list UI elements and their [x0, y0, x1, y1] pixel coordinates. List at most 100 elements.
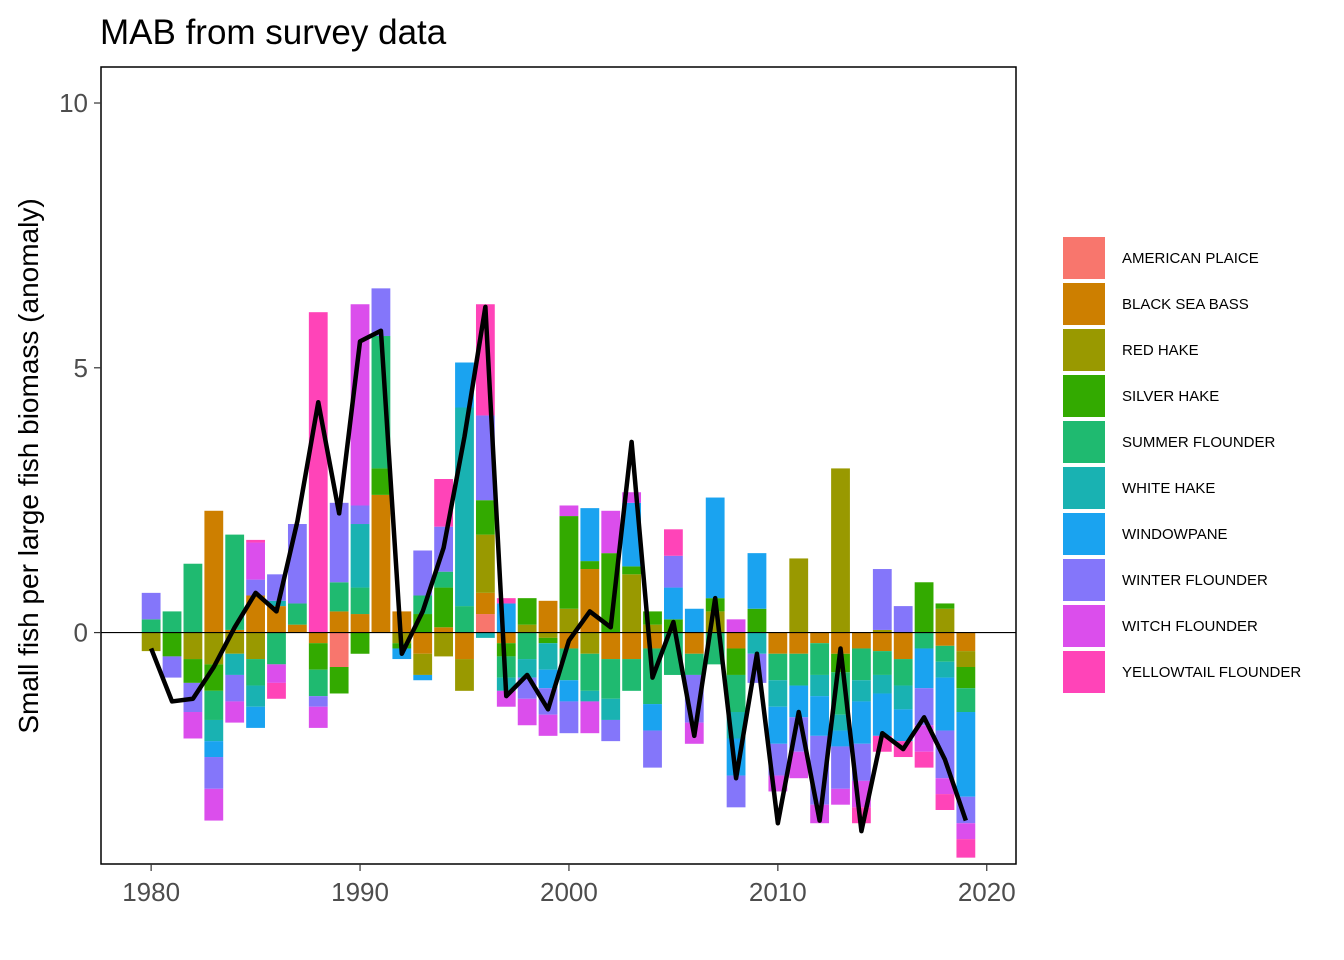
bar-segment: [141, 619, 161, 633]
bar-segment: [601, 698, 621, 720]
bar-segment: [852, 648, 871, 681]
bar-segment: [726, 674, 746, 713]
bar-segment: [935, 632, 955, 646]
bar-segment: [935, 730, 955, 779]
bar-segment: [831, 788, 850, 805]
legend-label: WINDOWPANE: [1122, 526, 1228, 543]
bar-segment: [580, 701, 600, 734]
legend-label: WINTER FLOUNDER: [1122, 572, 1268, 589]
x-axis: 1980 1990 2000 2010 2020: [122, 864, 1016, 907]
bar-segment: [768, 706, 788, 744]
legend-label: RED HAKE: [1122, 342, 1199, 359]
bar-segment: [580, 690, 600, 702]
bar-segment: [768, 680, 788, 707]
bar-segment: [872, 674, 892, 694]
bar-segment: [204, 632, 224, 665]
bar-segment: [559, 505, 579, 517]
bar-segment: [204, 719, 224, 742]
bar-segment: [559, 701, 579, 734]
bar-segment: [371, 468, 391, 495]
legend-key: [1063, 651, 1105, 693]
bar-segment: [831, 632, 850, 654]
legend-label: YELLOWTAIL FLOUNDER: [1122, 664, 1301, 681]
legend-label: WITCH FLOUNDER: [1122, 618, 1258, 635]
bar-segment: [475, 632, 495, 638]
bar-segment: [225, 674, 245, 702]
bar-segment: [225, 701, 245, 723]
bar-segment: [580, 508, 600, 562]
bar-segment: [413, 632, 433, 654]
bar-segment: [496, 690, 516, 707]
bar-segment: [329, 632, 349, 667]
bar-segment: [455, 659, 474, 691]
bar-segment: [246, 632, 265, 660]
bar-segment: [413, 674, 433, 681]
bar-segment: [162, 632, 182, 657]
legend-key: [1063, 329, 1105, 371]
x-tick-label: 2000: [540, 877, 598, 907]
bar-segment: [225, 653, 245, 675]
bar-segment: [601, 632, 621, 660]
bar-segment: [684, 608, 704, 633]
y-tick-label: 0: [74, 618, 88, 648]
bar-segment: [935, 645, 955, 662]
legend: AMERICAN PLAICE BLACK SEA BASS RED HAKE SIL…: [1063, 237, 1301, 693]
bar-segment: [935, 608, 955, 633]
bar-segment: [434, 571, 453, 588]
bar-segment: [350, 614, 370, 633]
x-tick-label: 2010: [749, 877, 807, 907]
bar-segment: [956, 667, 976, 689]
bar-segment: [580, 653, 600, 691]
bar-segment: [831, 468, 850, 633]
bar-segment: [726, 619, 746, 633]
bar-segment: [789, 632, 809, 654]
bar-segment: [872, 629, 892, 633]
bar-segment: [914, 751, 934, 768]
bar-segment: [831, 714, 850, 731]
bar-segment: [684, 653, 704, 675]
bar-segment: [893, 709, 913, 742]
bar-segment: [789, 653, 809, 686]
bar-segment: [789, 558, 809, 633]
bar-segment: [246, 659, 265, 686]
bar-segment: [267, 606, 286, 633]
bar-segment: [162, 611, 182, 633]
legend-key: [1063, 559, 1105, 601]
bar-segment: [747, 553, 767, 609]
bar-segment: [308, 669, 328, 697]
bar-segment: [246, 542, 265, 580]
bar-segment: [475, 592, 495, 615]
bar-segment: [204, 510, 224, 633]
bar-segment: [935, 661, 955, 678]
bar-segment: [267, 664, 286, 683]
bar-segment: [935, 677, 955, 731]
bar-segment: [643, 704, 662, 731]
bar-segment: [956, 688, 976, 713]
bar-segment: [350, 524, 370, 588]
bar-segment: [538, 637, 558, 644]
bar-segment: [601, 659, 621, 699]
bar-segment: [308, 312, 328, 633]
bar-segment: [810, 674, 830, 697]
bar-segment: [183, 632, 203, 660]
bar-segment: [455, 606, 474, 633]
bar-segment: [914, 632, 934, 649]
bar-segment: [559, 516, 579, 609]
legend-key: [1063, 237, 1105, 279]
bar-segment: [517, 598, 537, 625]
bar-segment: [267, 682, 286, 699]
bar-segment: [643, 730, 662, 768]
bar-segment: [914, 688, 934, 726]
bar-segment: [914, 582, 934, 633]
bar-segment: [538, 600, 558, 633]
bar-segment: [308, 632, 328, 644]
bar-segment: [413, 550, 433, 596]
bar-segment: [664, 555, 683, 588]
legend-key: [1063, 283, 1105, 325]
bar-segment: [914, 648, 934, 689]
bar-segment: [872, 632, 892, 652]
legend-label: BLACK SEA BASS: [1122, 296, 1249, 313]
bar-segment: [434, 587, 453, 628]
bar-segment: [329, 582, 349, 612]
bar-segment: [956, 651, 976, 667]
